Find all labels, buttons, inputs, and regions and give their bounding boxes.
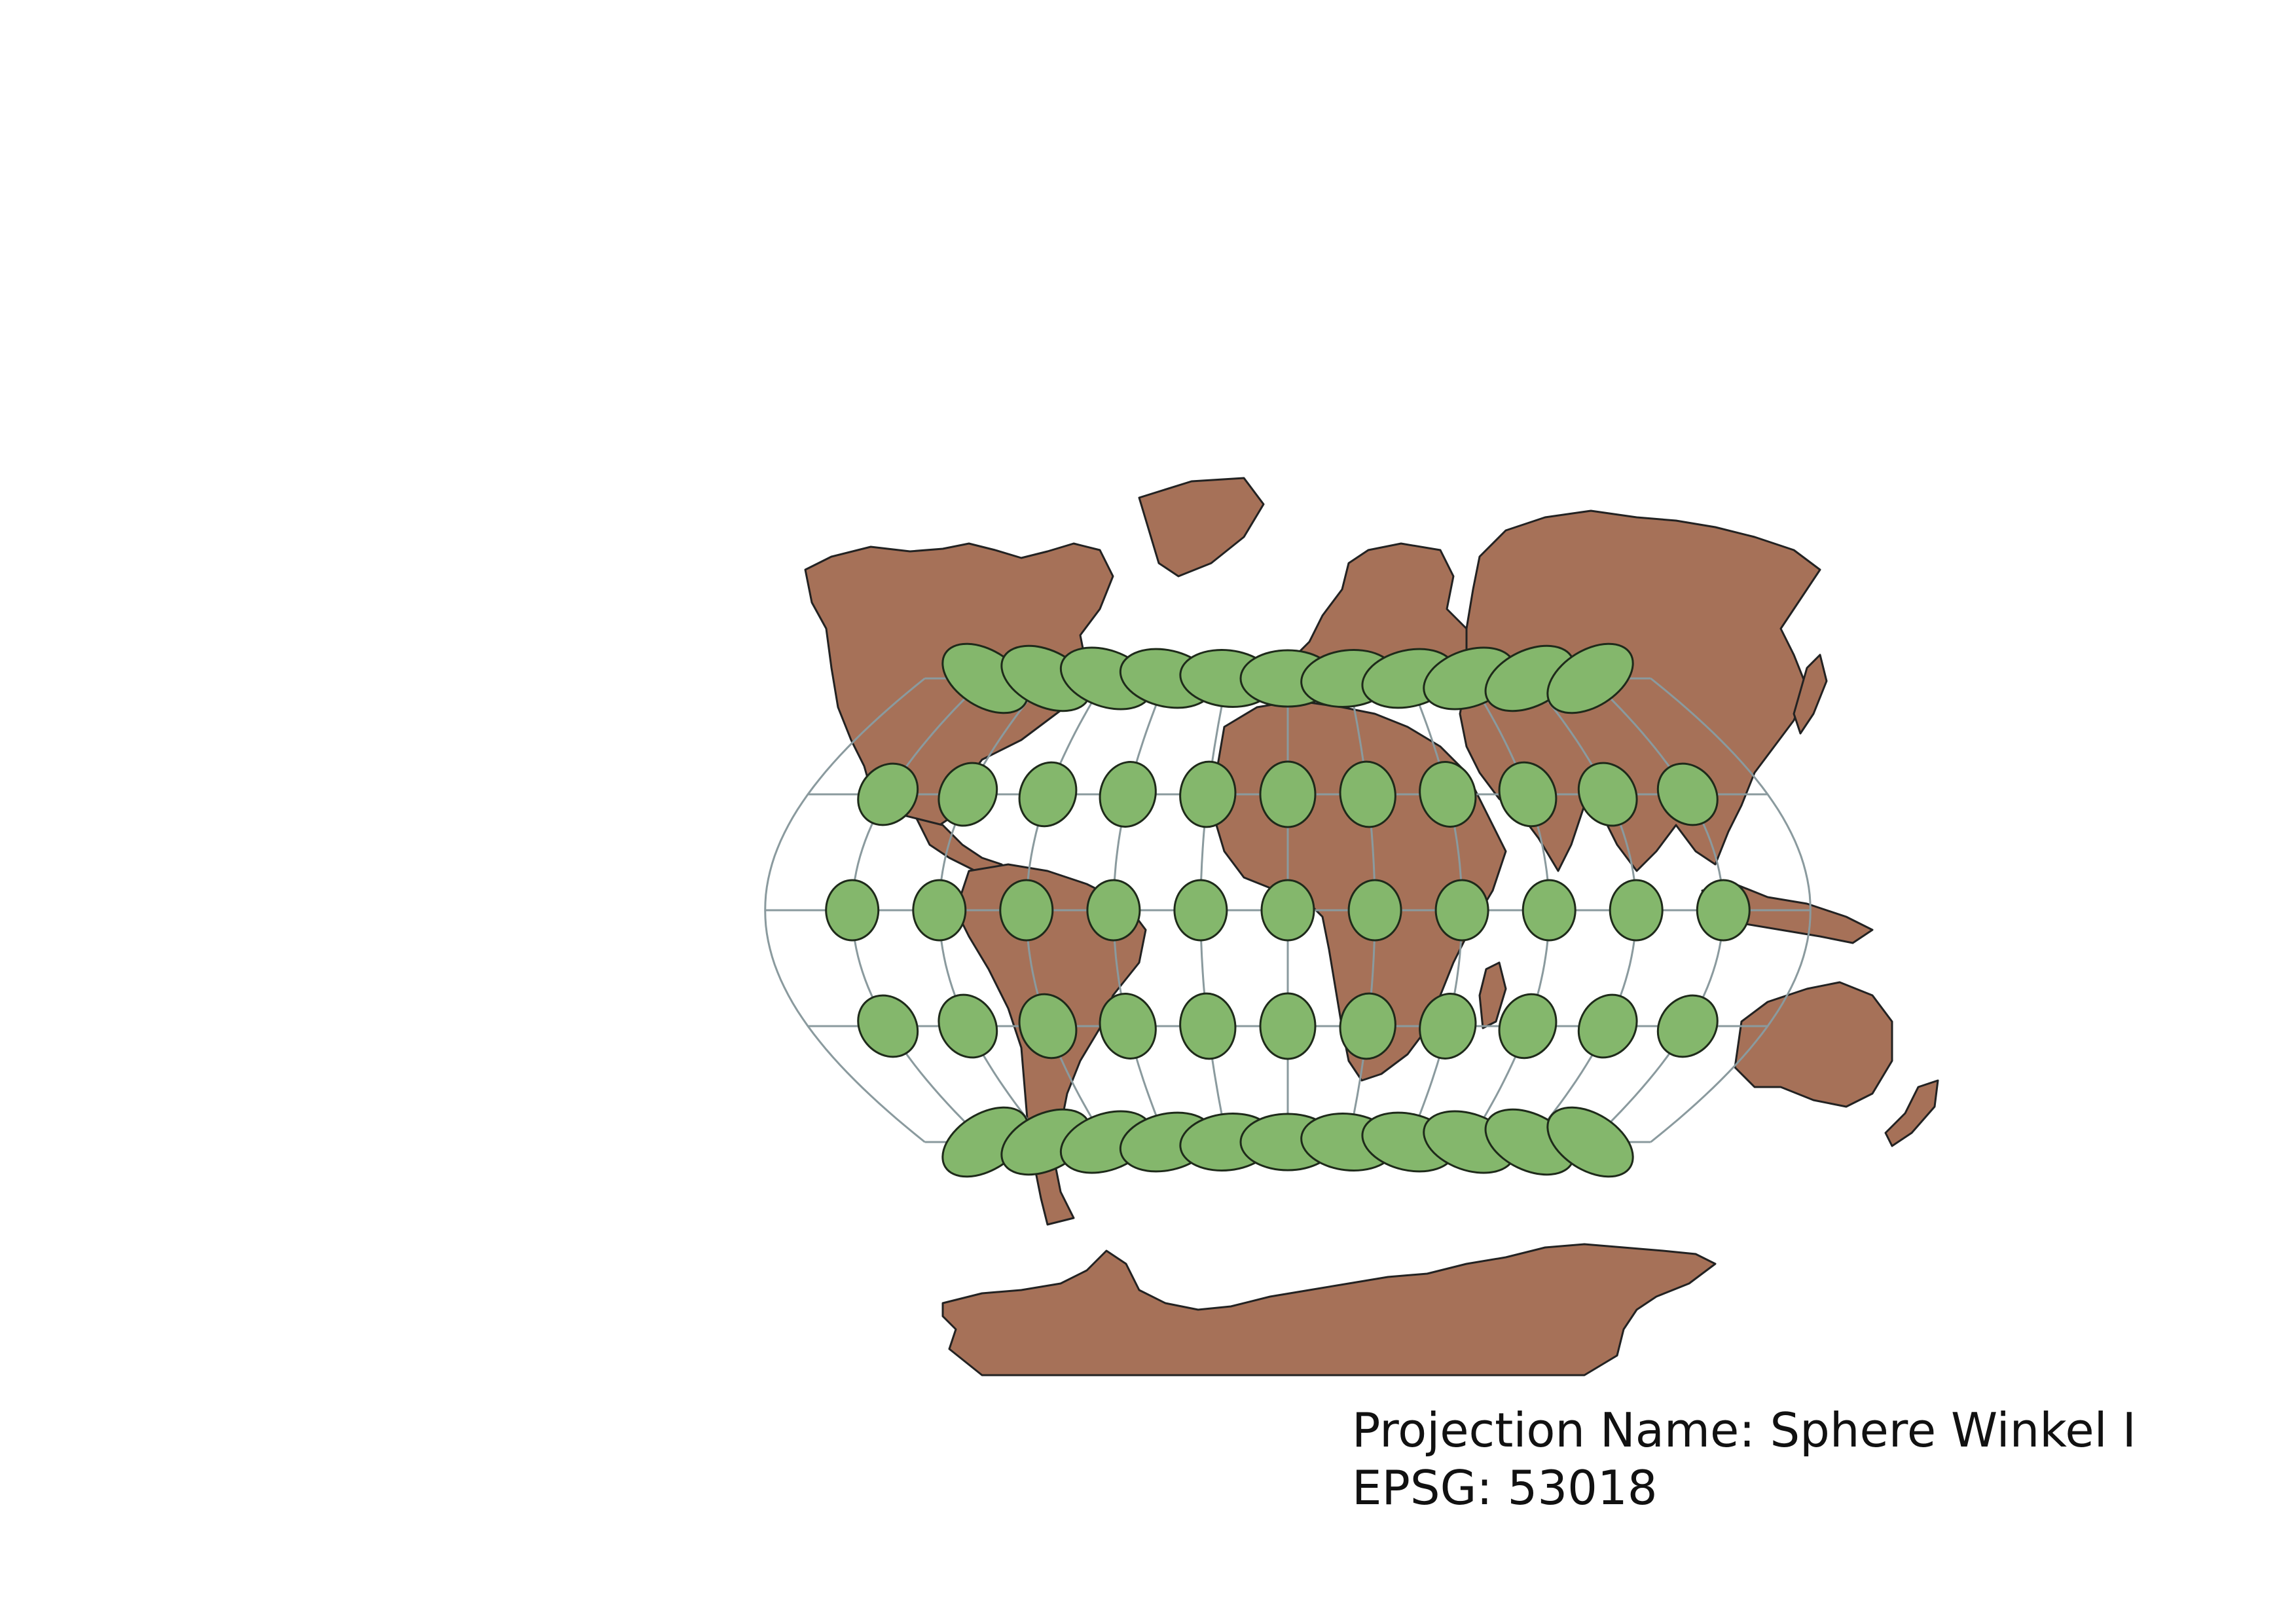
epsg-code-label: EPSG: 53018 xyxy=(1352,1460,1658,1515)
indicatrix-ellipse xyxy=(1498,761,1558,828)
projection-name-label: Projection Name: Sphere Winkel I xyxy=(1352,1403,2136,1458)
indicatrix-ellipse xyxy=(1260,879,1315,942)
indicatrix-ellipse xyxy=(1546,642,1634,714)
landmass-madagascar xyxy=(1478,961,1507,1029)
landmass-new-zealand xyxy=(1884,1079,1939,1147)
indicatrix-ellipse xyxy=(1099,993,1157,1060)
indicatrix-ellipse xyxy=(1546,1106,1634,1178)
indicatrix-ellipse xyxy=(825,879,880,942)
indicatrix-ellipse xyxy=(1179,992,1237,1060)
landmass-australia xyxy=(1734,981,1893,1108)
indicatrix-ellipse xyxy=(1339,760,1396,828)
landmass-japan xyxy=(1793,654,1828,735)
indicatrix-ellipse xyxy=(1656,762,1719,826)
indicatrix-ellipse xyxy=(1179,760,1237,828)
indicatrix-ellipse xyxy=(1696,879,1751,942)
indicatrix-ellipse xyxy=(857,994,919,1058)
indicatrix-ellipse xyxy=(912,879,967,942)
indicatrix-ellipse xyxy=(1018,761,1078,828)
indicatrix-ellipse xyxy=(1173,879,1228,942)
indicatrix-ellipse xyxy=(938,993,998,1059)
indicatrix-ellipse xyxy=(1434,879,1489,942)
indicatrix-ellipse xyxy=(1498,993,1558,1060)
indicatrix-ellipse xyxy=(1018,993,1078,1060)
indicatrix-ellipse xyxy=(1656,994,1719,1058)
indicatrix-ellipse xyxy=(1259,992,1317,1060)
indicatrix-ellipse xyxy=(857,762,919,826)
indicatrix-ellipse xyxy=(1086,879,1141,942)
map-caption: Projection Name: Sphere Winkel I EPSG: 5… xyxy=(1352,1401,2136,1517)
landmass-antarctica xyxy=(941,1243,1717,1376)
indicatrix-ellipse xyxy=(1522,879,1576,942)
indicatrix-ellipse xyxy=(1419,761,1477,828)
indicatrix-ellipse xyxy=(1099,761,1157,828)
indicatrix-ellipse xyxy=(1577,993,1638,1059)
indicatrix-ellipse xyxy=(999,879,1054,942)
indicatrix-ellipse xyxy=(1577,762,1638,827)
indicatrix-ellipse xyxy=(1419,993,1477,1060)
indicatrix-ellipse xyxy=(1347,879,1402,942)
indicatrix-ellipse xyxy=(938,762,998,827)
landmass-greenland xyxy=(1138,477,1265,578)
indicatrix-ellipse xyxy=(1259,760,1317,828)
indicatrix-ellipse xyxy=(1609,879,1664,942)
indicatrix-ellipse xyxy=(1339,992,1396,1060)
tissot-indicatrix xyxy=(825,642,1751,1178)
